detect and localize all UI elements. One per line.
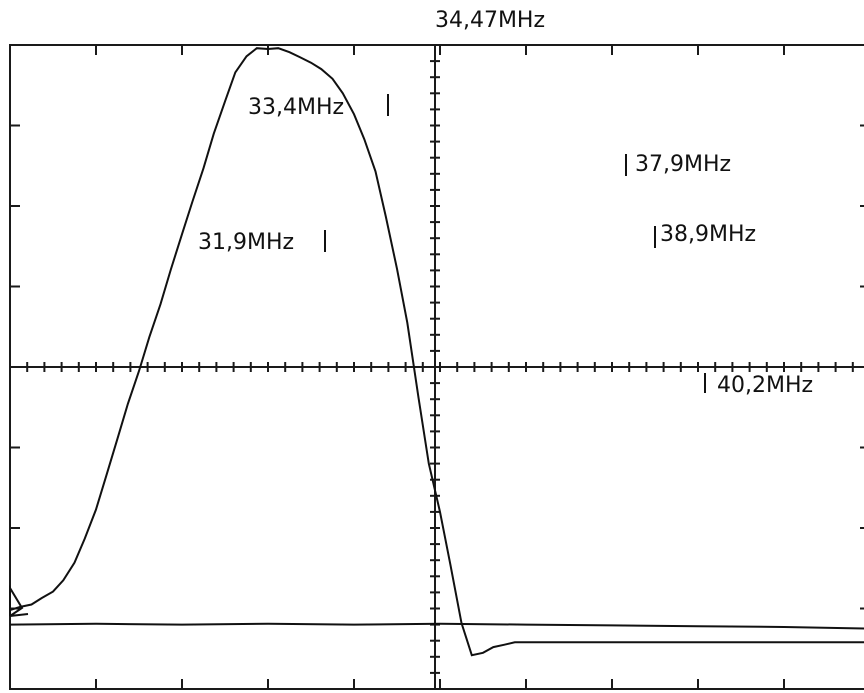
marker-label-37-9: 37,9MHz: [635, 152, 731, 177]
trace-start-marker: [9, 584, 29, 617]
marker-label-38-9: 38,9MHz: [660, 222, 756, 247]
frequency-markers: 34,47MHz 33,4MHz 31,9MHz 37,9MHz 38,9MHz…: [198, 8, 813, 398]
marker-label-31-9: 31,9MHz: [198, 230, 294, 255]
response-trace: [9, 47, 864, 657]
marker-label-center: 34,47MHz: [435, 8, 545, 33]
marker-label-40-2: 40,2MHz: [717, 373, 813, 398]
axis-ticks: [10, 45, 864, 689]
marker-label-33-4: 33,4MHz: [248, 95, 344, 120]
baseline-trace: [9, 622, 864, 630]
traces: [9, 47, 864, 657]
